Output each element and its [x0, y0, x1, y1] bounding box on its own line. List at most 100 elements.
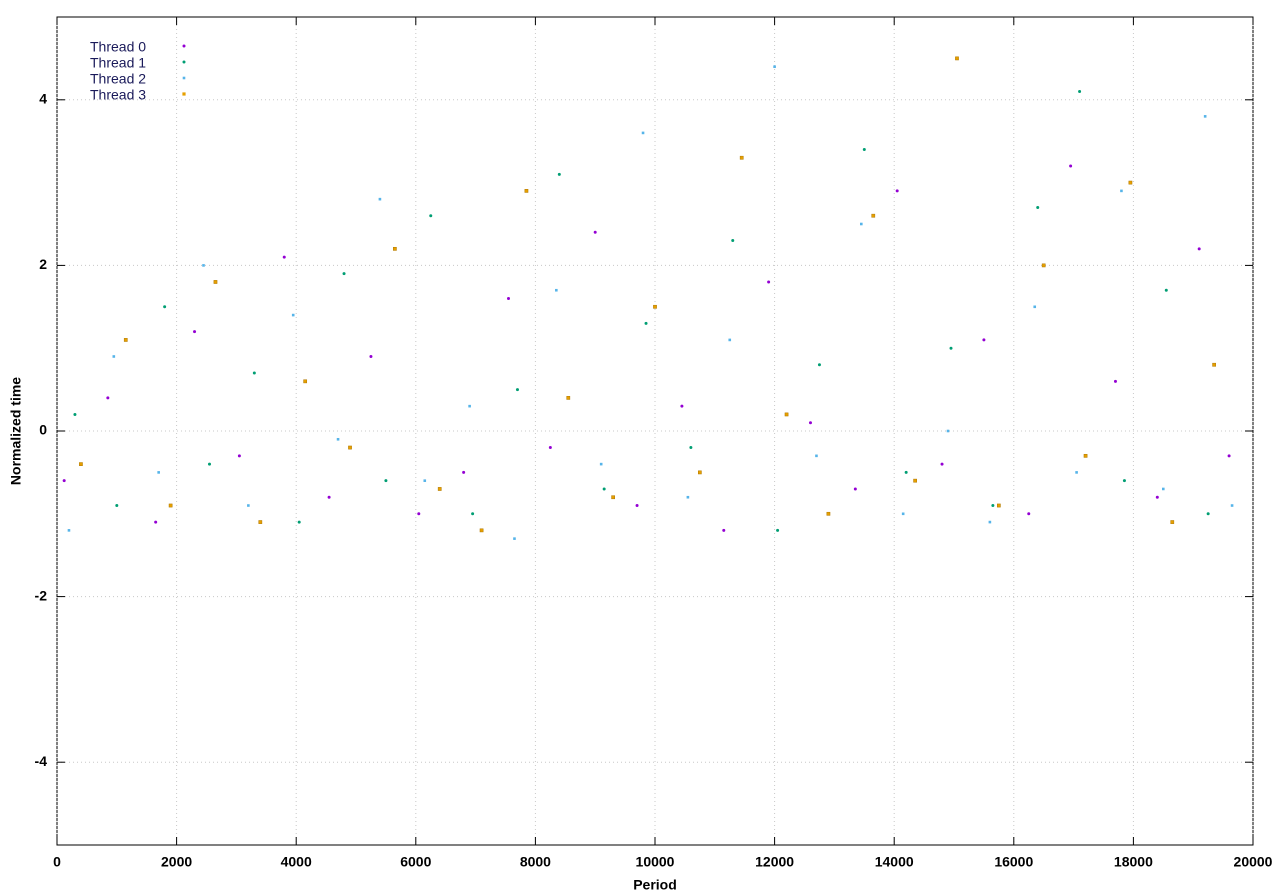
point: [1162, 487, 1165, 491]
point: [1128, 180, 1133, 185]
y-tick-label: 4: [39, 91, 47, 107]
point: [566, 396, 571, 400]
point: [901, 512, 905, 516]
point: [739, 155, 744, 160]
point: [635, 504, 639, 508]
point: [949, 346, 953, 350]
legend-marker: [182, 76, 186, 80]
point: [213, 280, 218, 284]
point: [776, 528, 780, 532]
legend-marker: [182, 92, 186, 96]
point: [237, 454, 241, 458]
y-tick-label: -4: [35, 753, 48, 769]
point: [773, 65, 776, 68]
x-tick-label: 20000: [1234, 854, 1273, 870]
point: [853, 487, 857, 491]
point: [348, 445, 352, 450]
point: [1164, 288, 1168, 292]
point: [342, 272, 346, 276]
point: [202, 264, 205, 267]
point: [904, 470, 908, 474]
point: [154, 520, 158, 524]
point: [728, 338, 732, 342]
point: [1036, 205, 1040, 209]
legend-label: Thread 0: [90, 39, 146, 55]
point: [997, 503, 1001, 508]
point: [1170, 520, 1175, 524]
point: [555, 288, 558, 292]
point: [524, 189, 529, 193]
point: [1212, 362, 1216, 367]
x-tick-label: 10000: [636, 854, 675, 870]
point: [988, 520, 992, 524]
legend-label: Thread 2: [90, 71, 146, 87]
x-tick-label: 16000: [994, 854, 1033, 870]
point: [1230, 504, 1234, 507]
point: [722, 528, 726, 532]
point: [67, 529, 71, 532]
point: [369, 354, 373, 358]
point: [653, 304, 657, 309]
x-tick-label: 14000: [875, 854, 914, 870]
point: [593, 230, 597, 234]
point: [62, 479, 66, 483]
point: [1122, 479, 1126, 483]
point: [689, 446, 693, 450]
point: [336, 437, 340, 441]
point: [252, 371, 256, 375]
point: [303, 379, 308, 384]
legend-marker: [182, 60, 186, 64]
point: [862, 147, 866, 151]
point: [327, 495, 331, 499]
point: [895, 189, 899, 193]
point: [641, 131, 645, 135]
point: [871, 213, 876, 218]
point: [297, 520, 301, 524]
point: [1027, 512, 1031, 516]
point: [817, 363, 821, 367]
point: [1041, 263, 1046, 268]
point: [815, 454, 818, 458]
point: [73, 412, 77, 416]
point: [826, 511, 831, 516]
y-axis-title: Normalized time: [8, 377, 24, 485]
point: [1069, 164, 1073, 168]
point: [79, 462, 83, 466]
point: [282, 255, 286, 259]
point: [982, 338, 986, 342]
point: [513, 537, 516, 540]
point: [767, 280, 771, 284]
point: [784, 412, 789, 417]
point: [468, 404, 471, 408]
point: [112, 355, 116, 358]
point: [291, 313, 295, 317]
point: [1155, 495, 1159, 499]
point: [1120, 189, 1123, 193]
point: [548, 446, 552, 450]
point: [423, 479, 427, 482]
y-tick-label: 0: [39, 422, 47, 438]
point: [1197, 247, 1201, 251]
legend-label: Thread 1: [90, 55, 146, 71]
x-tick-label: 2000: [161, 854, 192, 870]
point: [1203, 115, 1207, 118]
point: [417, 512, 421, 516]
x-tick-label: 18000: [1114, 854, 1153, 870]
point: [1113, 379, 1117, 383]
point: [515, 388, 519, 392]
point: [1227, 454, 1231, 458]
x-axis-title: Period: [633, 877, 677, 893]
point: [168, 503, 173, 508]
point: [462, 470, 466, 474]
point: [599, 462, 603, 466]
point: [731, 239, 735, 243]
point: [946, 429, 950, 433]
point: [1206, 512, 1210, 516]
point: [479, 528, 484, 533]
point: [163, 305, 167, 309]
point: [698, 470, 702, 475]
point: [393, 246, 397, 251]
point: [611, 495, 615, 500]
legend-marker: [182, 44, 186, 48]
